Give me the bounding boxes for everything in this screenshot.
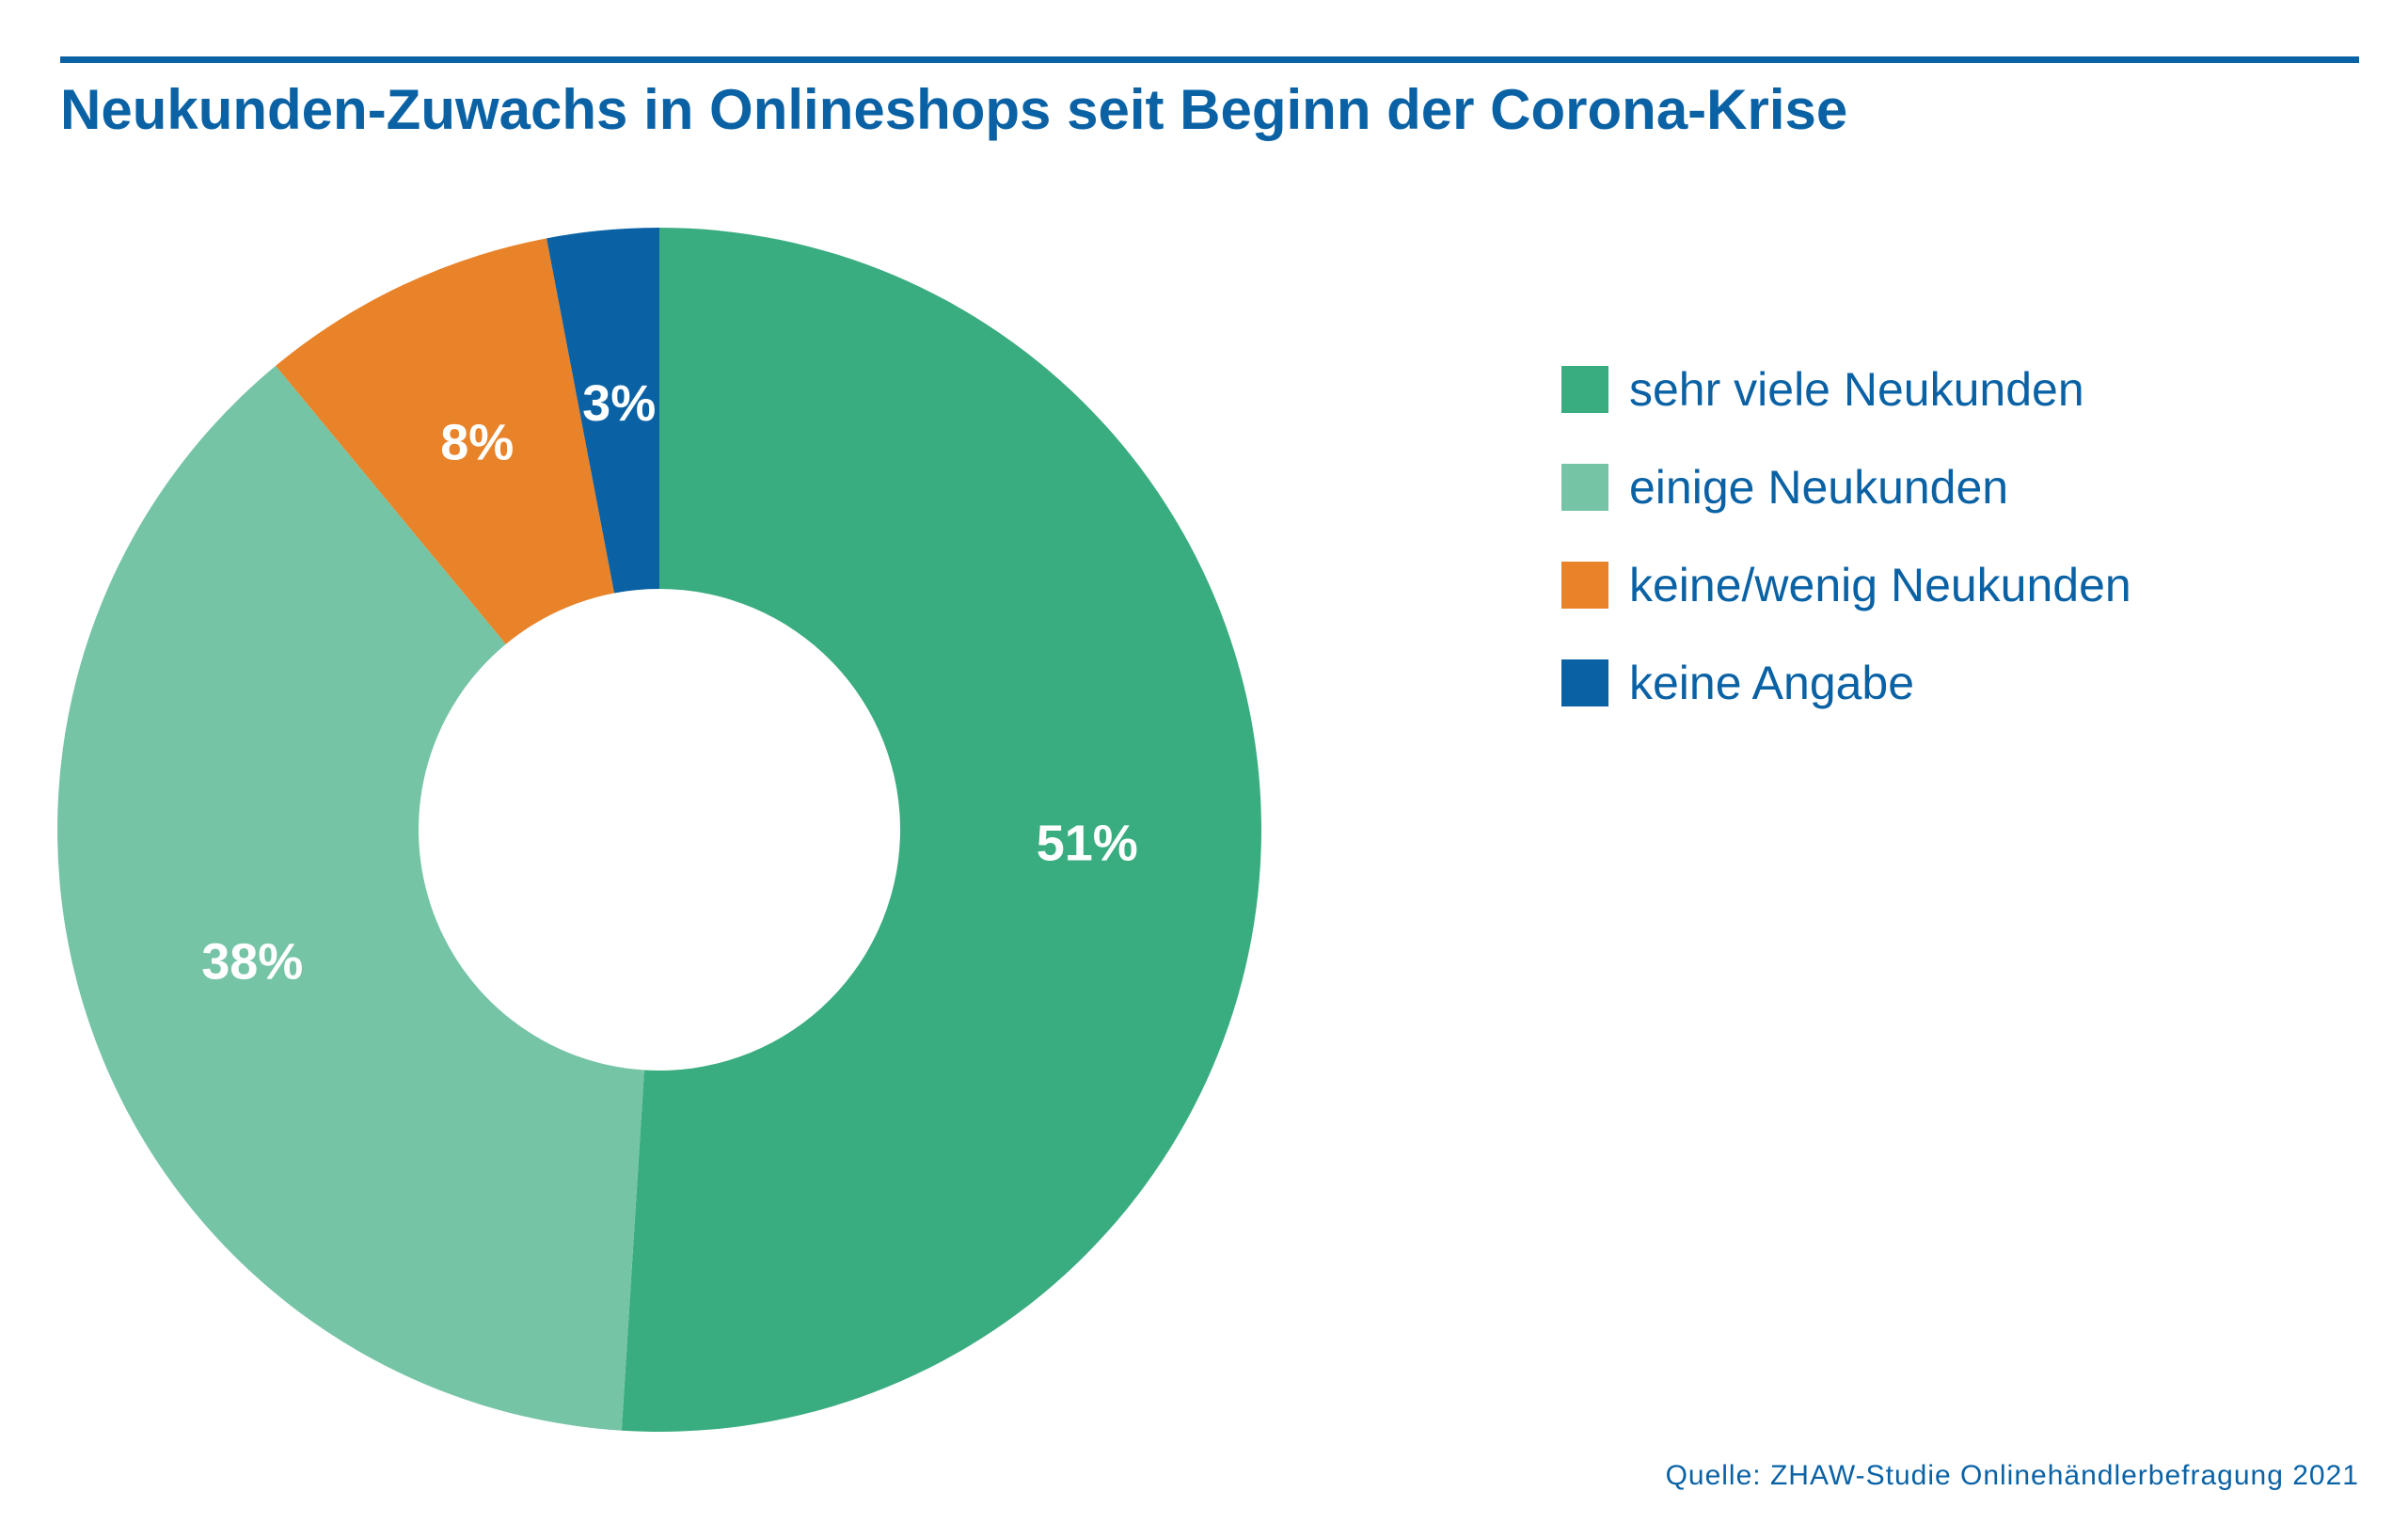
source-note: Quelle: ZHAW-Studie Onlinehändlerbefragu… [1665, 1460, 2359, 1491]
data-label-sehr-viele-neukunden: 51% [1037, 815, 1138, 871]
legend-label: sehr viele Neukunden [1629, 363, 2084, 416]
donut-chart: 51% 38% 8% 3% [56, 228, 1261, 1432]
data-label-keine-wenig-neukunden: 8% [440, 414, 514, 470]
chart-title: Neukunden-Zuwachs in Onlineshops seit Be… [60, 78, 1848, 141]
data-label-einige-neukunden: 38% [201, 934, 303, 991]
slice-keine-angabe [547, 228, 659, 594]
data-label-keine-angabe: 3% [582, 375, 656, 432]
top-rule [60, 56, 2359, 63]
slice-keine-wenig-neukunden [276, 238, 615, 644]
legend-item-sehr-viele-neukunden: sehr viele Neukunden [1561, 363, 2131, 461]
legend-swatch [1561, 562, 1608, 609]
slice-einige-neukunden [56, 365, 644, 1431]
legend-swatch [1561, 659, 1608, 706]
legend-label: keine Angabe [1629, 657, 1915, 709]
legend-item-einige-neukunden: einige Neukunden [1561, 461, 2131, 559]
legend-label: einige Neukunden [1629, 461, 2009, 514]
legend-swatch [1561, 464, 1608, 511]
legend-item-keine-wenig-neukunden: keine/wenig Neukunden [1561, 559, 2131, 657]
legend-item-keine-angabe: keine Angabe [1561, 657, 2131, 754]
legend: sehr viele Neukunden einige Neukunden kein… [1561, 363, 2131, 754]
legend-swatch [1561, 366, 1608, 413]
legend-label: keine/wenig Neukunden [1629, 559, 2131, 611]
slice-sehr-viele-neukunden [621, 228, 1261, 1432]
